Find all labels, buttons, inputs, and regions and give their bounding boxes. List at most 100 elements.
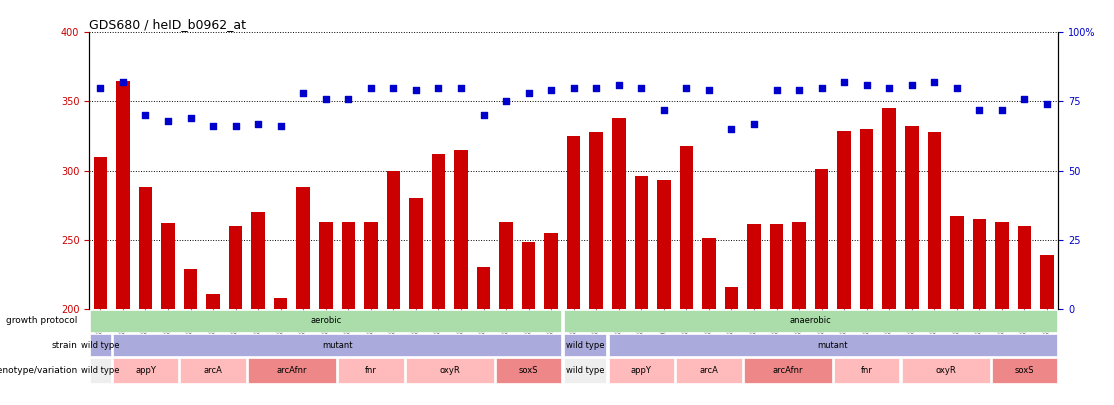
Point (182, 115, 199, 122)
Bar (139, 187, 153, 405)
Text: oxyR: oxyR (439, 367, 460, 375)
FancyBboxPatch shape (676, 358, 742, 384)
Point (384, 84, 402, 91)
Bar (116, 81, 129, 405)
Text: growth protocol: growth protocol (7, 316, 78, 325)
Text: strain: strain (52, 341, 78, 350)
Bar (657, 180, 671, 405)
Point (340, 96, 358, 102)
Point (745, 120, 763, 127)
Text: appY: appY (135, 367, 156, 375)
Bar (252, 212, 265, 405)
FancyBboxPatch shape (834, 358, 899, 384)
Bar (228, 226, 243, 405)
Bar (612, 118, 626, 405)
Text: oxyR: oxyR (936, 367, 956, 375)
Text: fnr: fnr (861, 367, 872, 375)
Bar (973, 219, 986, 405)
Point (880, 84, 898, 91)
Point (250, 120, 267, 127)
Bar (432, 154, 446, 405)
Bar (905, 126, 919, 405)
Bar (206, 294, 219, 405)
Bar (792, 222, 805, 405)
FancyBboxPatch shape (564, 358, 606, 384)
FancyBboxPatch shape (90, 358, 110, 384)
Point (362, 84, 380, 91)
Text: anaerobic: anaerobic (790, 316, 831, 325)
FancyBboxPatch shape (405, 358, 494, 384)
Bar (499, 222, 512, 405)
FancyBboxPatch shape (180, 358, 246, 384)
Bar (545, 233, 558, 405)
FancyBboxPatch shape (248, 358, 336, 384)
FancyBboxPatch shape (564, 310, 1057, 332)
Bar (1018, 226, 1032, 405)
Point (655, 107, 673, 113)
Point (902, 82, 920, 88)
Point (159, 117, 177, 124)
Point (294, 90, 312, 96)
Bar (521, 243, 536, 405)
Bar (702, 238, 715, 405)
Point (137, 112, 155, 119)
Bar (477, 267, 490, 405)
Point (723, 126, 741, 132)
Point (227, 123, 245, 130)
Point (1016, 96, 1034, 102)
Bar (1040, 255, 1054, 405)
Bar (364, 222, 378, 405)
FancyBboxPatch shape (608, 334, 1057, 356)
Text: soxS: soxS (519, 367, 538, 375)
Bar (725, 287, 739, 405)
Point (114, 79, 131, 85)
Bar (838, 130, 851, 405)
FancyBboxPatch shape (113, 334, 561, 356)
Bar (184, 269, 197, 405)
Point (993, 107, 1010, 113)
Text: fnr: fnr (365, 367, 377, 375)
FancyBboxPatch shape (991, 358, 1057, 384)
Point (813, 84, 831, 91)
Point (497, 98, 515, 105)
Point (970, 107, 988, 113)
Point (475, 112, 492, 119)
Bar (409, 198, 422, 405)
Bar (860, 129, 873, 405)
Point (452, 84, 470, 91)
Bar (770, 224, 783, 405)
Point (430, 84, 448, 91)
Bar (319, 222, 333, 405)
Bar (342, 222, 355, 405)
Point (272, 123, 290, 130)
Text: arcA: arcA (204, 367, 223, 375)
Text: wild type: wild type (81, 341, 119, 350)
Point (836, 79, 853, 85)
Text: arcAfnr: arcAfnr (276, 367, 307, 375)
Bar (995, 222, 1008, 405)
Point (700, 87, 717, 94)
FancyBboxPatch shape (90, 334, 110, 356)
FancyBboxPatch shape (564, 334, 606, 356)
Point (520, 90, 538, 96)
Bar (589, 132, 603, 405)
Text: aerobic: aerobic (310, 316, 341, 325)
Bar (747, 224, 761, 405)
Point (204, 123, 222, 130)
Point (1038, 101, 1056, 107)
Bar (296, 187, 310, 405)
Text: mutant: mutant (322, 341, 352, 350)
Text: wild type: wild type (81, 367, 119, 375)
Bar (162, 223, 175, 405)
Text: wild type: wild type (566, 367, 604, 375)
Text: wild type: wild type (566, 341, 604, 350)
FancyBboxPatch shape (608, 358, 674, 384)
FancyBboxPatch shape (90, 310, 561, 332)
Bar (814, 169, 829, 405)
Bar (928, 132, 941, 405)
Point (587, 84, 605, 91)
FancyBboxPatch shape (496, 358, 561, 384)
Text: arcAfnr: arcAfnr (773, 367, 803, 375)
Point (633, 84, 651, 91)
Point (790, 87, 808, 94)
